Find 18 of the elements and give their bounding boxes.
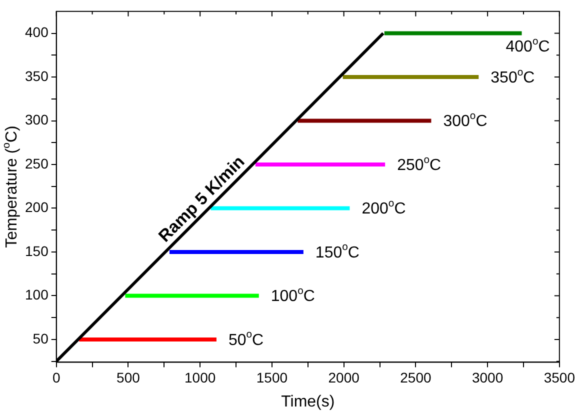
y-tick-label: 250 <box>25 155 49 172</box>
x-tick-label: 1000 <box>184 369 216 386</box>
x-tick-label: 1500 <box>256 369 288 386</box>
y-axis-title: Temperature (oC) <box>1 126 20 248</box>
x-tick-label: 3000 <box>472 369 504 386</box>
x-tick-label: 3500 <box>544 369 576 386</box>
x-tick-label: 2000 <box>328 369 360 386</box>
y-tick-label: 100 <box>25 286 49 303</box>
y-tick-label: 200 <box>25 199 49 216</box>
x-tick-label: 500 <box>116 369 140 386</box>
x-tick-label: 0 <box>52 369 60 386</box>
y-tick-label: 300 <box>25 112 49 128</box>
y-tick-label: 150 <box>25 242 49 259</box>
x-axis-title: Time(s) <box>281 393 335 410</box>
y-tick-label: 50 <box>32 330 49 346</box>
x-tick-label: 2500 <box>400 369 432 386</box>
y-tick-label: 350 <box>25 68 49 84</box>
y-tick-label: 400 <box>25 24 49 40</box>
